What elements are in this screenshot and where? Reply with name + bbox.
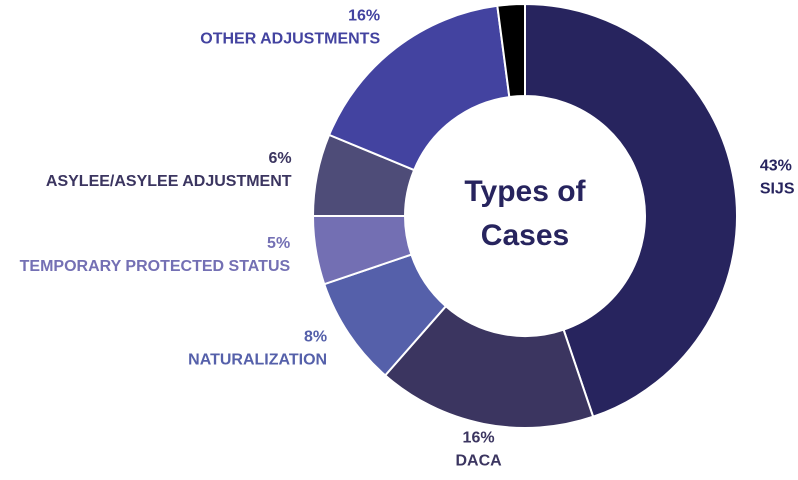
value-label: 16%: [463, 430, 495, 447]
chart-title: Types of Cases: [464, 175, 586, 252]
category-label: NATURALIZATION: [188, 351, 327, 368]
category-label: OTHER ADJUSTMENTS: [200, 30, 380, 47]
category-label: DACA: [455, 453, 502, 470]
value-label: 6%: [268, 150, 291, 167]
slice: [524, 2, 738, 419]
value-label: 5%: [267, 235, 290, 252]
category-label: TEMPORARY PROTECTED STATUS: [20, 258, 291, 275]
category-label: ASYLEE/ASYLEE ADJUSTMENT: [46, 173, 292, 190]
category-label: SIJS: [760, 180, 795, 197]
slice: [327, 4, 511, 172]
value-label: 16%: [348, 7, 380, 24]
value-label: 8%: [304, 328, 327, 345]
slice: [383, 304, 595, 429]
slice: [496, 2, 526, 99]
value-label: 43%: [760, 157, 792, 174]
